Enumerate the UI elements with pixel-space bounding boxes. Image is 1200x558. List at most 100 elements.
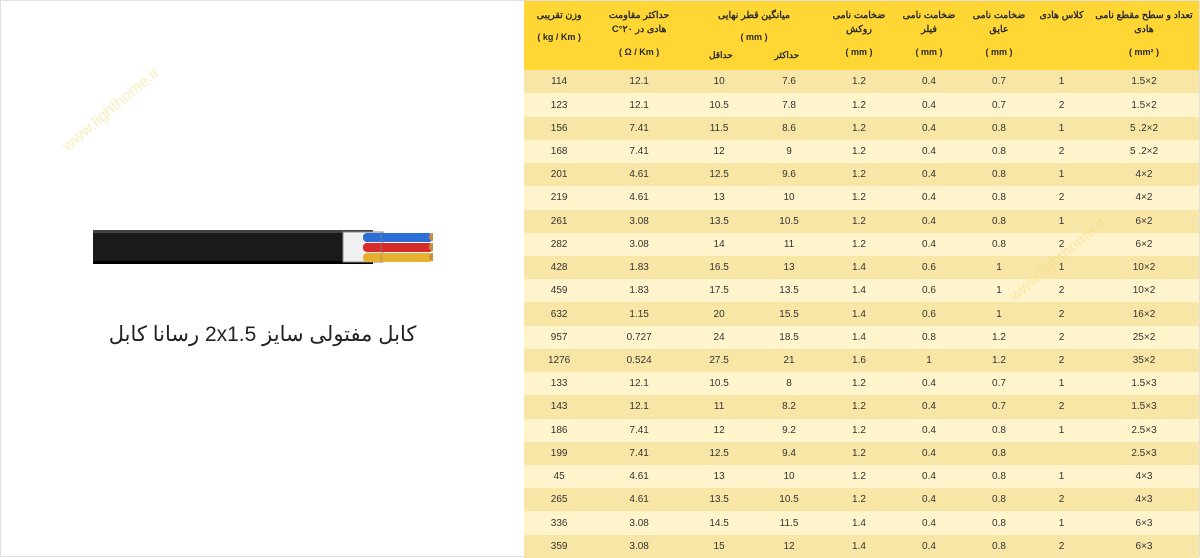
table-row: 3×2.50.80.41.29.412.57.41199	[524, 442, 1199, 465]
cell-res: 1.83	[594, 279, 684, 302]
cell-sheath: 1.2	[824, 465, 894, 488]
cell-sheath: 1.2	[824, 395, 894, 418]
cell-class: 1	[1034, 419, 1089, 442]
header-sheath-label: ضخامت نامی روکش	[833, 10, 886, 35]
cell-max: 13	[754, 256, 824, 279]
cell-class: 1	[1034, 70, 1089, 93]
cell-size: 3×6	[1089, 535, 1199, 558]
cell-min: 27.5	[684, 349, 754, 372]
table-row: 2×610.80.41.210.513.53.08261	[524, 210, 1199, 233]
header-resistance: حداکثر مقاومت هادی در ۲۰°C ( Ω / Km )	[594, 1, 684, 70]
cell-filler: 0.4	[894, 163, 964, 186]
cell-max: 10.5	[754, 488, 824, 511]
header-dia-min: حداقل	[709, 49, 733, 63]
cell-size: 2×35	[1089, 349, 1199, 372]
cell-max: 13.5	[754, 279, 824, 302]
cell-res: 12.1	[594, 395, 684, 418]
cell-class: 1	[1034, 511, 1089, 534]
cell-sheath: 1.4	[824, 511, 894, 534]
table-row: 2×2. 510.80.41.28.611.57.41156	[524, 117, 1199, 140]
cell-res: 12.1	[594, 93, 684, 116]
cell-max: 11.5	[754, 511, 824, 534]
cell-wt: 282	[524, 233, 594, 256]
cell-wt: 459	[524, 279, 594, 302]
cell-class: 1	[1034, 117, 1089, 140]
cell-size: 2×4	[1089, 163, 1199, 186]
table-row: 2×10210.61.413.517.51.83459	[524, 279, 1199, 302]
cell-wt: 186	[524, 419, 594, 442]
cell-ins: 0.8	[964, 465, 1034, 488]
cell-wt: 143	[524, 395, 594, 418]
cell-min: 10.5	[684, 93, 754, 116]
cell-ins: 0.8	[964, 186, 1034, 209]
cell-res: 1.83	[594, 256, 684, 279]
cell-max: 10	[754, 465, 824, 488]
cell-size: 2×4	[1089, 186, 1199, 209]
table-row: 3×610.80.41.411.514.53.08336	[524, 511, 1199, 534]
cell-min: 17.5	[684, 279, 754, 302]
cell-class: 1	[1034, 256, 1089, 279]
cell-filler: 0.4	[894, 93, 964, 116]
cell-filler: 0.4	[894, 419, 964, 442]
cell-ins: 0.8	[964, 210, 1034, 233]
cell-min: 13.5	[684, 488, 754, 511]
cell-class: 2	[1034, 395, 1089, 418]
cell-wt: 359	[524, 535, 594, 558]
cell-res: 0.524	[594, 349, 684, 372]
header-dia-unit: ( mm )	[688, 31, 820, 45]
cell-min: 14.5	[684, 511, 754, 534]
cell-min: 20	[684, 302, 754, 325]
cell-filler: 0.6	[894, 302, 964, 325]
cell-min: 11	[684, 395, 754, 418]
cell-size: 2×6	[1089, 210, 1199, 233]
cell-filler: 0.4	[894, 511, 964, 534]
cell-ins: 0.8	[964, 419, 1034, 442]
cell-sheath: 1.2	[824, 233, 894, 256]
cell-size: 3×1.5	[1089, 372, 1199, 395]
header-size: تعداد و سطح مقطع نامی هادی ( mm² )	[1089, 1, 1199, 70]
cell-max: 10.5	[754, 210, 824, 233]
cell-class: 1	[1034, 372, 1089, 395]
cell-wt: 199	[524, 442, 594, 465]
cell-ins: 0.8	[964, 163, 1034, 186]
cell-size: 3×1.5	[1089, 395, 1199, 418]
cell-max: 8.2	[754, 395, 824, 418]
cell-min: 10	[684, 70, 754, 93]
cell-min: 13.5	[684, 210, 754, 233]
cell-filler: 0.6	[894, 256, 964, 279]
table-row: 2×420.80.41.210134.61219	[524, 186, 1199, 209]
cell-min: 12.5	[684, 442, 754, 465]
cell-sheath: 1.4	[824, 279, 894, 302]
table-row: 3×2.510.80.41.29.2127.41186	[524, 419, 1199, 442]
cell-filler: 0.4	[894, 488, 964, 511]
header-class-label: کلاس هادی	[1040, 10, 1084, 21]
cell-filler: 0.4	[894, 372, 964, 395]
header-class: کلاس هادی	[1034, 1, 1089, 70]
cell-ins: 0.8	[964, 442, 1034, 465]
cell-class: 1	[1034, 210, 1089, 233]
cell-wt: 156	[524, 117, 594, 140]
cell-min: 15	[684, 535, 754, 558]
header-res-unit: ( Ω / Km )	[598, 46, 680, 60]
cell-min: 14	[684, 233, 754, 256]
cell-min: 24	[684, 326, 754, 349]
cell-min: 12	[684, 419, 754, 442]
cell-res: 4.61	[594, 186, 684, 209]
cell-size: 3×4	[1089, 488, 1199, 511]
table-header: تعداد و سطح مقطع نامی هادی ( mm² ) کلاس …	[524, 1, 1199, 70]
header-dia-max: حداکثر	[774, 49, 799, 63]
cell-sheath: 1.2	[824, 442, 894, 465]
cell-res: 12.1	[594, 372, 684, 395]
table-row: 2×16210.61.415.5201.15632	[524, 302, 1199, 325]
cell-ins: 0.8	[964, 140, 1034, 163]
cell-res: 7.41	[594, 140, 684, 163]
cell-ins: 0.7	[964, 395, 1034, 418]
header-sheath-unit: ( mm )	[828, 46, 890, 60]
cell-wt: 428	[524, 256, 594, 279]
cell-filler: 0.4	[894, 465, 964, 488]
cell-class	[1034, 442, 1089, 465]
cell-size: 3×2.5	[1089, 442, 1199, 465]
cable-illustration	[93, 212, 433, 282]
cell-filler: 0.4	[894, 210, 964, 233]
header-dia-label: میانگین قطر نهایی	[718, 10, 790, 21]
